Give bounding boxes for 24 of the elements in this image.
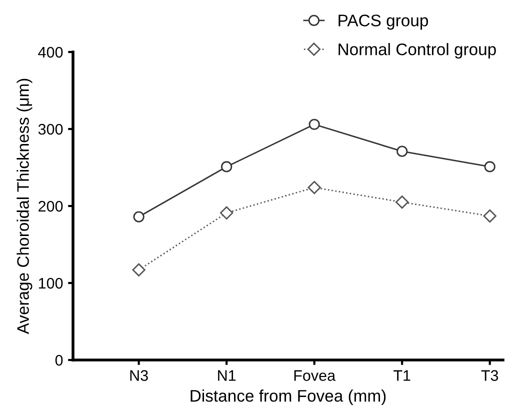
legend-label: Normal Control group: [338, 43, 496, 59]
x-tick-label: Fovea: [294, 370, 336, 381]
point: [308, 180, 321, 194]
point: [395, 196, 409, 209]
y-tick-label: 100: [38, 278, 63, 289]
y-axis-title: Average Choroidal Thickness (μm): [16, 78, 32, 334]
x-tick-label: N3: [130, 370, 148, 381]
point: [484, 161, 496, 172]
x-tick-label: N1: [218, 370, 236, 381]
y-tick-label: 200: [38, 200, 63, 212]
point: [396, 146, 408, 157]
point: [132, 263, 146, 276]
point: [483, 209, 496, 223]
point: [133, 211, 144, 222]
x-axis-title: Distance from Fovea (mm): [190, 390, 386, 406]
x-tick-label: T1: [394, 370, 410, 381]
y-tick-label: 0: [55, 354, 63, 366]
y-tick-label: 400: [38, 46, 63, 58]
point: [221, 161, 232, 172]
point: [308, 118, 320, 130]
x-tick-label: T3: [481, 370, 498, 381]
legend-label: PACS group: [338, 14, 428, 30]
y-tick-label: 300: [38, 124, 63, 135]
point: [220, 206, 234, 220]
